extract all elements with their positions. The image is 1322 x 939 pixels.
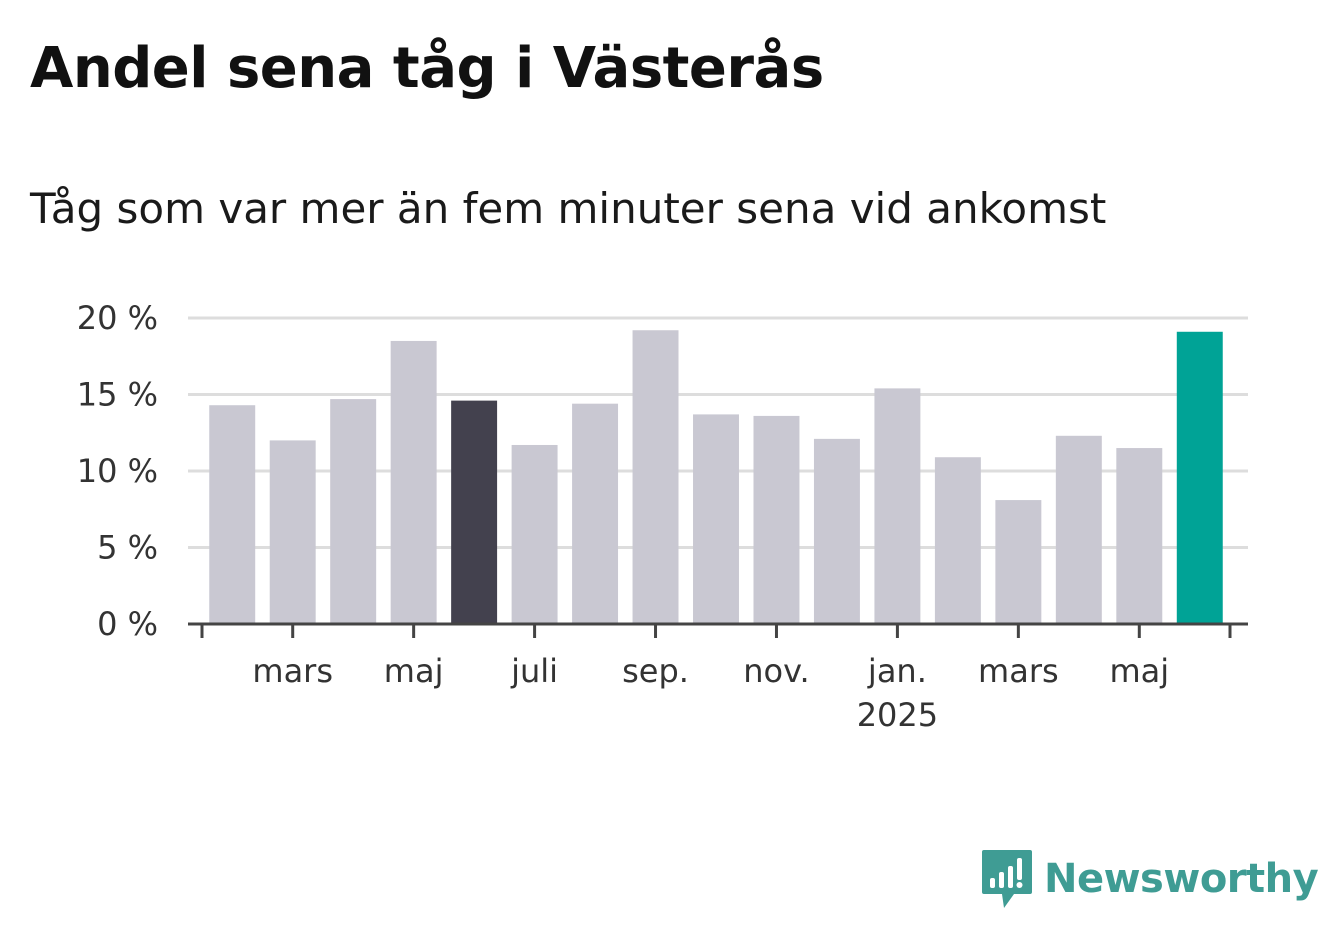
bar — [1116, 448, 1163, 624]
x-tick-label: maj — [1109, 652, 1169, 690]
bar — [813, 438, 860, 624]
newsworthy-logo-icon — [982, 850, 1032, 908]
x-tick-label: maj — [384, 652, 444, 690]
bar — [269, 440, 316, 624]
bar — [572, 403, 619, 624]
x-tick-label: sep. — [622, 652, 689, 690]
brand-name: Newsworthy — [1044, 856, 1319, 902]
bar — [693, 414, 739, 624]
x-axis — [188, 622, 1248, 638]
bar — [1176, 331, 1223, 624]
x-tick-label: juli — [510, 652, 558, 690]
bars — [209, 330, 1223, 624]
chart-title: Andel sena tåg i Västerås — [30, 36, 824, 101]
x-tick-label: jan. — [867, 652, 927, 690]
bar — [632, 330, 679, 624]
y-tick-label: 5 % — [97, 529, 158, 567]
y-axis-ticks: 0 % 5 % 10 % 15 % 20 % — [77, 299, 158, 643]
y-tick-label: 15 % — [77, 376, 158, 414]
bar — [874, 388, 921, 624]
x-axis-ticks: mars maj juli sep. nov. jan. 2025 mars maj — [252, 624, 1169, 734]
bar — [511, 444, 558, 624]
x-tick-label: nov. — [743, 652, 809, 690]
bar — [995, 500, 1042, 624]
y-tick-label: 10 % — [77, 452, 158, 490]
bar — [330, 399, 377, 624]
y-tick-label: 20 % — [77, 299, 158, 337]
y-tick-label: 0 % — [97, 605, 158, 643]
newsworthy-logo: Newsworthy — [980, 848, 1319, 910]
x-tick-label: mars — [252, 652, 333, 690]
bar — [1055, 435, 1102, 624]
bar — [390, 340, 437, 624]
x-tick-label: mars — [978, 652, 1059, 690]
bar — [209, 405, 256, 624]
chart-subtitle: Tåg som var mer än fem minuter sena vid … — [30, 184, 1107, 233]
bar — [451, 400, 498, 624]
bar — [753, 415, 800, 624]
bar — [934, 457, 981, 624]
x-tick-sublabel: 2025 — [857, 696, 938, 734]
bar-chart: 0 % 5 % 10 % 15 % 20 % mars maj juli sep. nov. ja… — [77, 299, 1248, 734]
